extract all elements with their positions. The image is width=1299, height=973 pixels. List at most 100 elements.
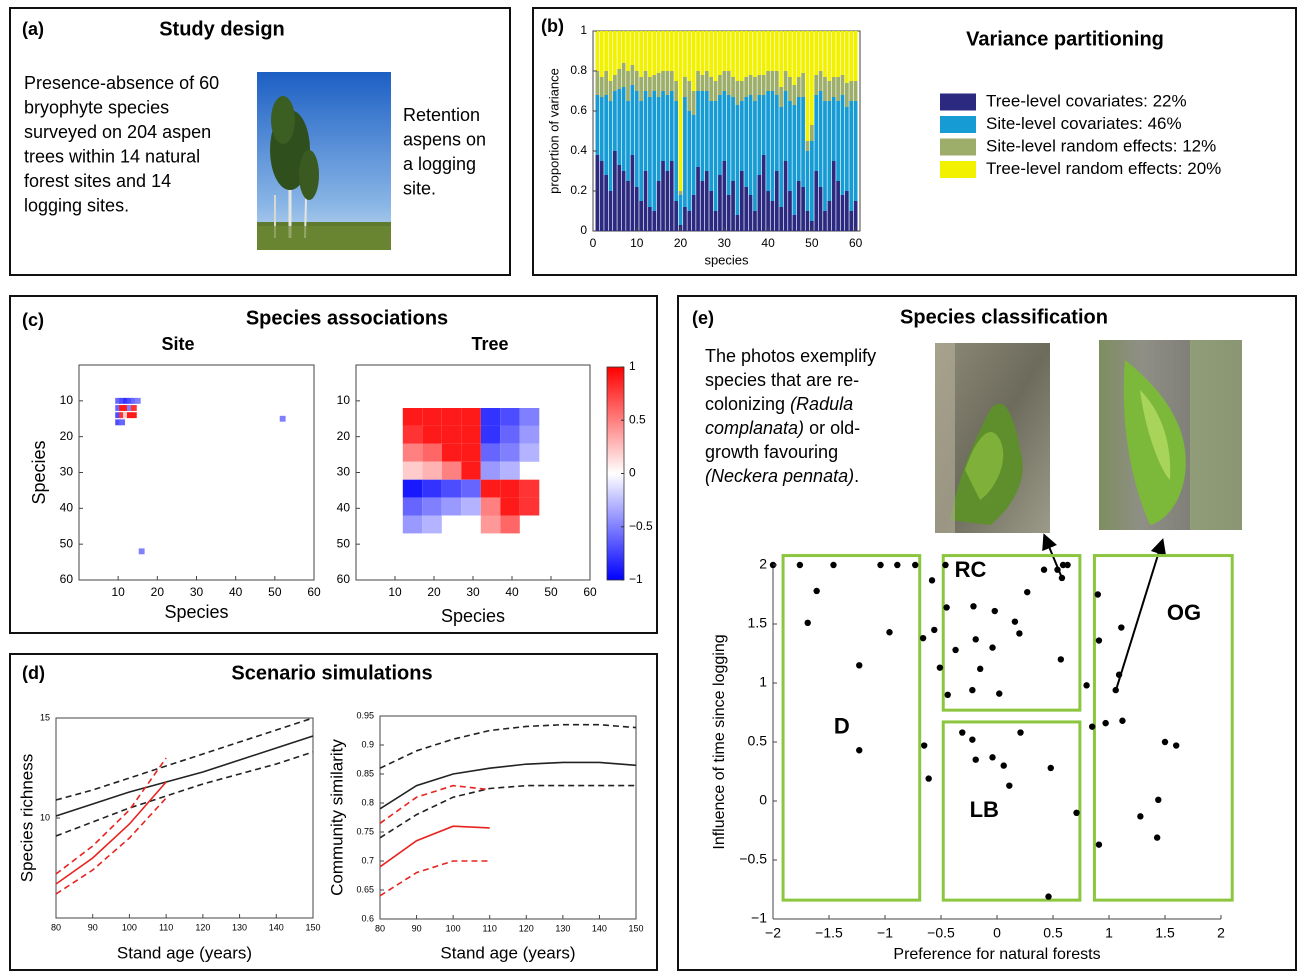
bar-segment <box>801 187 805 231</box>
bar-segment <box>783 31 788 71</box>
bar-segment <box>700 31 705 75</box>
y-tick-label: 1 <box>580 23 587 37</box>
panel-frame <box>9 7 511 276</box>
heat-cell <box>123 397 129 404</box>
heat-cell <box>279 415 286 422</box>
series-line <box>55 781 167 885</box>
legend-label: Tree-level random effects: 20% <box>986 159 1221 178</box>
bar-segment <box>766 91 770 191</box>
colorbar-tick-label: −0.5 <box>629 519 653 533</box>
bar-segment <box>840 75 845 95</box>
y-tick-label: 1.5 <box>748 615 768 631</box>
bar-segment <box>599 31 604 77</box>
bar-segment <box>796 77 801 97</box>
bar-segment <box>630 155 635 231</box>
y-tick-label: 1 <box>759 674 767 690</box>
bar-segment <box>809 125 814 141</box>
panel-label: (c) <box>22 310 44 330</box>
bar-segment <box>766 71 770 91</box>
bar-segment <box>823 31 827 77</box>
body-text: trees within 14 natural <box>24 146 200 166</box>
bar-segment <box>853 201 858 231</box>
heat-cell <box>119 419 126 426</box>
bar-segment <box>669 31 674 71</box>
bar-segment <box>753 211 757 231</box>
bar-segment <box>613 91 617 151</box>
heat-cell <box>115 419 122 426</box>
x-tick-label: 20 <box>427 585 441 599</box>
colorbar-tick-label: 0.5 <box>629 412 646 426</box>
bar-segment <box>608 101 613 191</box>
y-tick-label: 30 <box>60 465 74 479</box>
scatter-point <box>886 629 893 636</box>
axes-frame <box>78 364 315 581</box>
bar-segment <box>761 95 766 155</box>
panel-frame <box>677 295 1297 971</box>
bar-segment <box>678 195 683 225</box>
bar-segment <box>687 111 692 211</box>
bar-segment <box>678 191 683 195</box>
panel-label: (d) <box>22 663 45 683</box>
bar-segment <box>656 97 661 181</box>
heat-cell <box>480 461 501 480</box>
legend-swatch <box>940 93 976 111</box>
bar-segment <box>770 71 775 91</box>
body-text: surveyed on 204 aspen <box>24 122 211 142</box>
bar-segment <box>753 77 757 101</box>
bar-segment <box>661 31 665 71</box>
bar-segment <box>757 95 762 175</box>
bar-segment <box>713 31 718 81</box>
y-tick-label: 0.95 <box>356 710 374 720</box>
bar-segment <box>718 95 722 175</box>
bar-segment <box>595 31 600 71</box>
bar-segment <box>836 101 840 181</box>
panel-title: Scenario simulations <box>231 662 432 684</box>
heat-cell <box>402 497 423 516</box>
y-tick-label: 10 <box>60 393 74 407</box>
scatter-point <box>856 662 863 669</box>
y-tick-label: 40 <box>60 501 74 515</box>
bar-segment <box>696 71 700 91</box>
bar-segment <box>643 71 648 91</box>
x-tick-label: 40 <box>229 585 243 599</box>
bar-segment <box>805 141 810 151</box>
heat-cell <box>519 408 540 426</box>
bar-segment <box>713 211 718 231</box>
y-axis-label: proportion of variance <box>546 68 561 194</box>
legend-label: Site-level covariates: 46% <box>986 114 1182 133</box>
x-tick-label: 60 <box>583 585 597 599</box>
y-tick-label: 0.5 <box>748 733 768 749</box>
heat-cell <box>461 443 481 462</box>
bar-segment <box>643 31 648 71</box>
bar-segment <box>656 181 661 231</box>
y-tick-label: 50 <box>60 536 74 550</box>
heat-cell <box>422 425 442 444</box>
bar-segment <box>669 71 674 91</box>
x-tick-label: 1 <box>1105 924 1113 940</box>
heat-cell <box>441 497 462 516</box>
bar-segment <box>849 211 854 231</box>
scatter-point <box>1057 656 1065 663</box>
series-line <box>55 751 314 837</box>
region-label: RC <box>955 557 987 582</box>
bar-segment <box>648 77 652 97</box>
y-tick-label: 0.7 <box>361 855 374 865</box>
bar-segment <box>753 101 757 211</box>
scatter-point <box>1083 682 1090 689</box>
bar-segment <box>674 81 679 101</box>
bar-segment <box>757 175 762 231</box>
bar-segment <box>849 101 854 211</box>
bar-segment <box>735 31 740 81</box>
bar-segment <box>713 101 718 211</box>
scatter-point <box>977 665 984 673</box>
heat-cell <box>441 408 462 426</box>
bar-segment <box>718 175 722 231</box>
scatter-point <box>1089 723 1096 730</box>
bar-segment <box>818 91 823 187</box>
bar-segment <box>709 191 714 231</box>
x-tick-label: 110 <box>483 923 497 933</box>
scatter-point <box>1173 742 1180 749</box>
bar-segment <box>634 187 639 231</box>
scatter-point <box>970 603 977 610</box>
